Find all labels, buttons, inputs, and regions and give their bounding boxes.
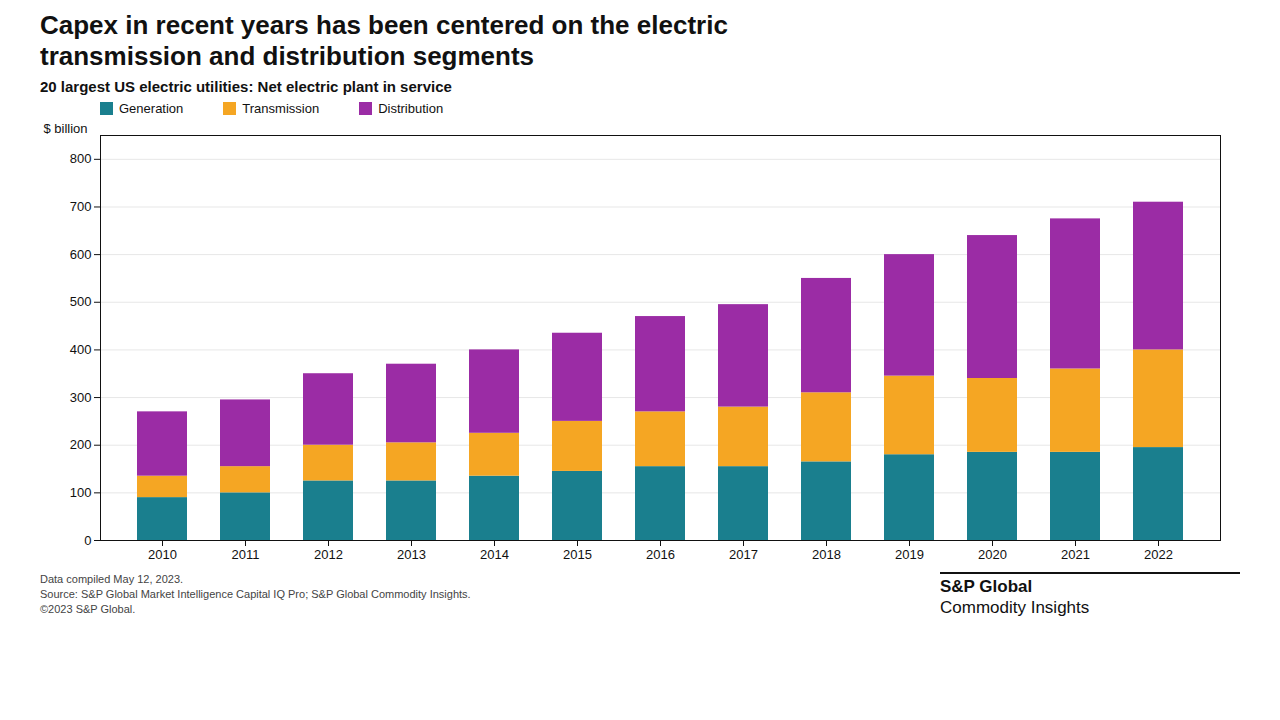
html-text:©2023 S&P Global.: ©2023 S&P Global. <box>40 603 136 616</box>
svg-text:2022: 2022 <box>1144 547 1173 562</box>
html-text:Source: S&P Global Market Inte: Source: S&P Global Market Intelligence C… <box>40 588 471 601</box>
svg-text:2011: 2011 <box>232 547 260 562</box>
html-text:Generation: Generation <box>119 101 184 117</box>
svg-text:2019: 2019 <box>895 547 924 562</box>
html-text:Data compiled May 12, 2023.: Data compiled May 12, 2023. <box>40 573 184 586</box>
svg-text:400: 400 <box>70 342 92 357</box>
svg-text:2015: 2015 <box>563 547 592 562</box>
svg-text:700: 700 <box>70 200 92 215</box>
html-text:S&P Global: S&P Global <box>940 577 1033 597</box>
svg-text:0: 0 <box>84 533 91 548</box>
html-text:Distribution: Distribution <box>378 101 444 117</box>
svg-text:2010: 2010 <box>148 547 177 562</box>
html-text:20 largest US electric utiliti: 20 largest US electric utilities: Net el… <box>40 78 452 96</box>
svg-text:500: 500 <box>70 295 92 310</box>
svg-text:2021: 2021 <box>1061 547 1090 562</box>
svg-text:2014: 2014 <box>480 547 509 562</box>
svg-text:2018: 2018 <box>812 547 841 562</box>
svg-text:300: 300 <box>70 390 92 405</box>
svg-text:2017: 2017 <box>729 547 758 562</box>
html-text:Commodity Insights: Commodity Insights <box>940 597 1090 617</box>
svg-text:2020: 2020 <box>978 547 1007 562</box>
svg-text:800: 800 <box>70 152 92 167</box>
svg-text:600: 600 <box>70 247 92 262</box>
svg-text:2016: 2016 <box>646 547 675 562</box>
html-text:Capex in recent years has been: Capex in recent years has been centered … <box>40 10 728 72</box>
svg-text:$ billion: $ billion <box>44 121 88 136</box>
html-text:Transmission: Transmission <box>242 101 320 117</box>
svg-text:200: 200 <box>70 438 92 453</box>
svg-text:100: 100 <box>70 485 92 500</box>
svg-text:2012: 2012 <box>314 547 343 562</box>
svg-text:2013: 2013 <box>397 547 426 562</box>
